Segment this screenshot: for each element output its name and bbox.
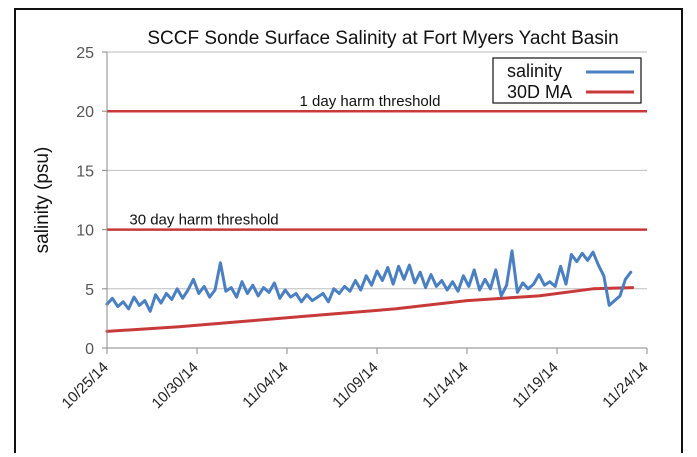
y-tick-label: 10 bbox=[76, 223, 94, 240]
legend-label-30d-ma: 30D MA bbox=[507, 82, 572, 102]
x-tick-label: 10/30/14 bbox=[149, 359, 202, 412]
reference-line-label: 1 day harm threshold bbox=[300, 93, 441, 110]
y-tick-label: 15 bbox=[76, 163, 94, 180]
series-lines bbox=[105, 249, 635, 333]
legend-label-salinity: salinity bbox=[507, 61, 562, 81]
x-tick-label: 11/04/14 bbox=[239, 359, 292, 412]
reference-line-label: 30 day harm threshold bbox=[129, 212, 278, 229]
reference-lines: 1 day harm threshold 30 day harm threshol… bbox=[107, 93, 647, 231]
x-tick-label: 11/19/14 bbox=[509, 359, 562, 412]
y-tick-label: 0 bbox=[85, 341, 94, 358]
x-tick-label: 11/09/14 bbox=[329, 359, 382, 412]
legend-box bbox=[492, 57, 642, 104]
legend: salinity 30D MA bbox=[492, 57, 642, 104]
y-tick-labels: 0 5 10 15 20 25 bbox=[76, 45, 94, 358]
y-tick-label: 5 bbox=[85, 282, 94, 299]
x-tick-label: 11/14/14 bbox=[419, 359, 472, 412]
chart-frame bbox=[14, 8, 683, 453]
x-tick-label: 11/24/14 bbox=[599, 359, 652, 412]
x-tick-label: 10/25/14 bbox=[59, 359, 112, 412]
y-tick-label: 20 bbox=[76, 104, 94, 121]
chart-title: SCCF Sonde Surface Salinity at Fort Myer… bbox=[147, 28, 618, 49]
series-line-30d-ma bbox=[105, 286, 635, 333]
x-tick-labels: 10/25/14 10/30/14 11/04/14 11/09/14 11/14/14… bbox=[59, 359, 652, 412]
y-axis-label: salinity (psu) bbox=[32, 147, 53, 254]
y-tick-label: 25 bbox=[76, 45, 94, 62]
series-line-salinity bbox=[105, 249, 633, 313]
